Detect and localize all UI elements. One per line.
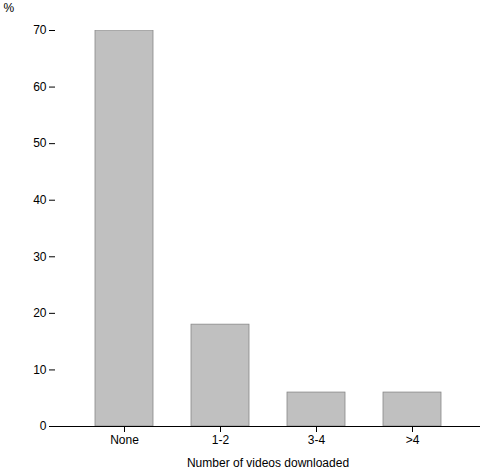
svg-text:50: 50 <box>33 136 47 150</box>
svg-text:%: % <box>4 1 15 15</box>
svg-text:0: 0 <box>40 419 47 433</box>
svg-text:3-4: 3-4 <box>308 433 326 447</box>
svg-text:Number of videos downloaded: Number of videos downloaded <box>187 456 349 470</box>
svg-text:30: 30 <box>33 250 47 264</box>
svg-text:70: 70 <box>33 23 47 37</box>
svg-text:40: 40 <box>33 193 47 207</box>
svg-text:20: 20 <box>33 306 47 320</box>
svg-text:60: 60 <box>33 80 47 94</box>
svg-text:>4: >4 <box>406 433 420 447</box>
svg-text:10: 10 <box>33 363 47 377</box>
svg-text:1-2: 1-2 <box>212 433 230 447</box>
svg-text:None: None <box>110 433 139 447</box>
